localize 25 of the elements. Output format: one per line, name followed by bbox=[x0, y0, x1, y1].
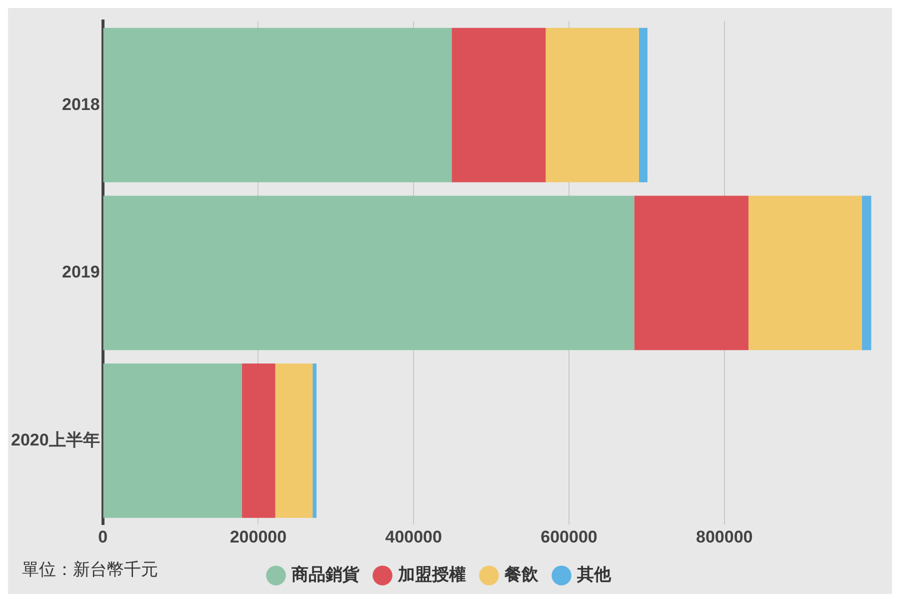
legend-title: 單位：新台幣千元 bbox=[22, 559, 158, 581]
x-tick-label: 400000 bbox=[385, 527, 442, 546]
bar bbox=[103, 28, 452, 182]
bar bbox=[275, 364, 313, 518]
legend-label: 加盟授權 bbox=[397, 565, 466, 584]
bar bbox=[546, 28, 639, 182]
bar bbox=[862, 196, 872, 350]
x-tick-label: 600000 bbox=[540, 527, 598, 546]
legend-label: 商品銷貨 bbox=[290, 565, 360, 584]
bar bbox=[638, 28, 648, 182]
bar bbox=[748, 196, 862, 350]
y-tick-label: 2020上半年 bbox=[10, 430, 100, 450]
bar bbox=[452, 28, 546, 182]
legend-label: 其他 bbox=[576, 565, 612, 584]
y-tick-label: 2018 bbox=[62, 94, 100, 114]
x-tick-label: 200000 bbox=[230, 527, 287, 546]
legend-label: 餐飲 bbox=[504, 565, 540, 584]
bar bbox=[242, 364, 276, 518]
x-tick-label: 800000 bbox=[696, 527, 753, 546]
x-tick-label: 0 bbox=[98, 527, 108, 546]
y-tick-label: 2019 bbox=[62, 262, 100, 282]
bar bbox=[103, 196, 634, 350]
bar bbox=[103, 364, 242, 518]
bar bbox=[634, 196, 748, 350]
bar bbox=[312, 364, 316, 518]
